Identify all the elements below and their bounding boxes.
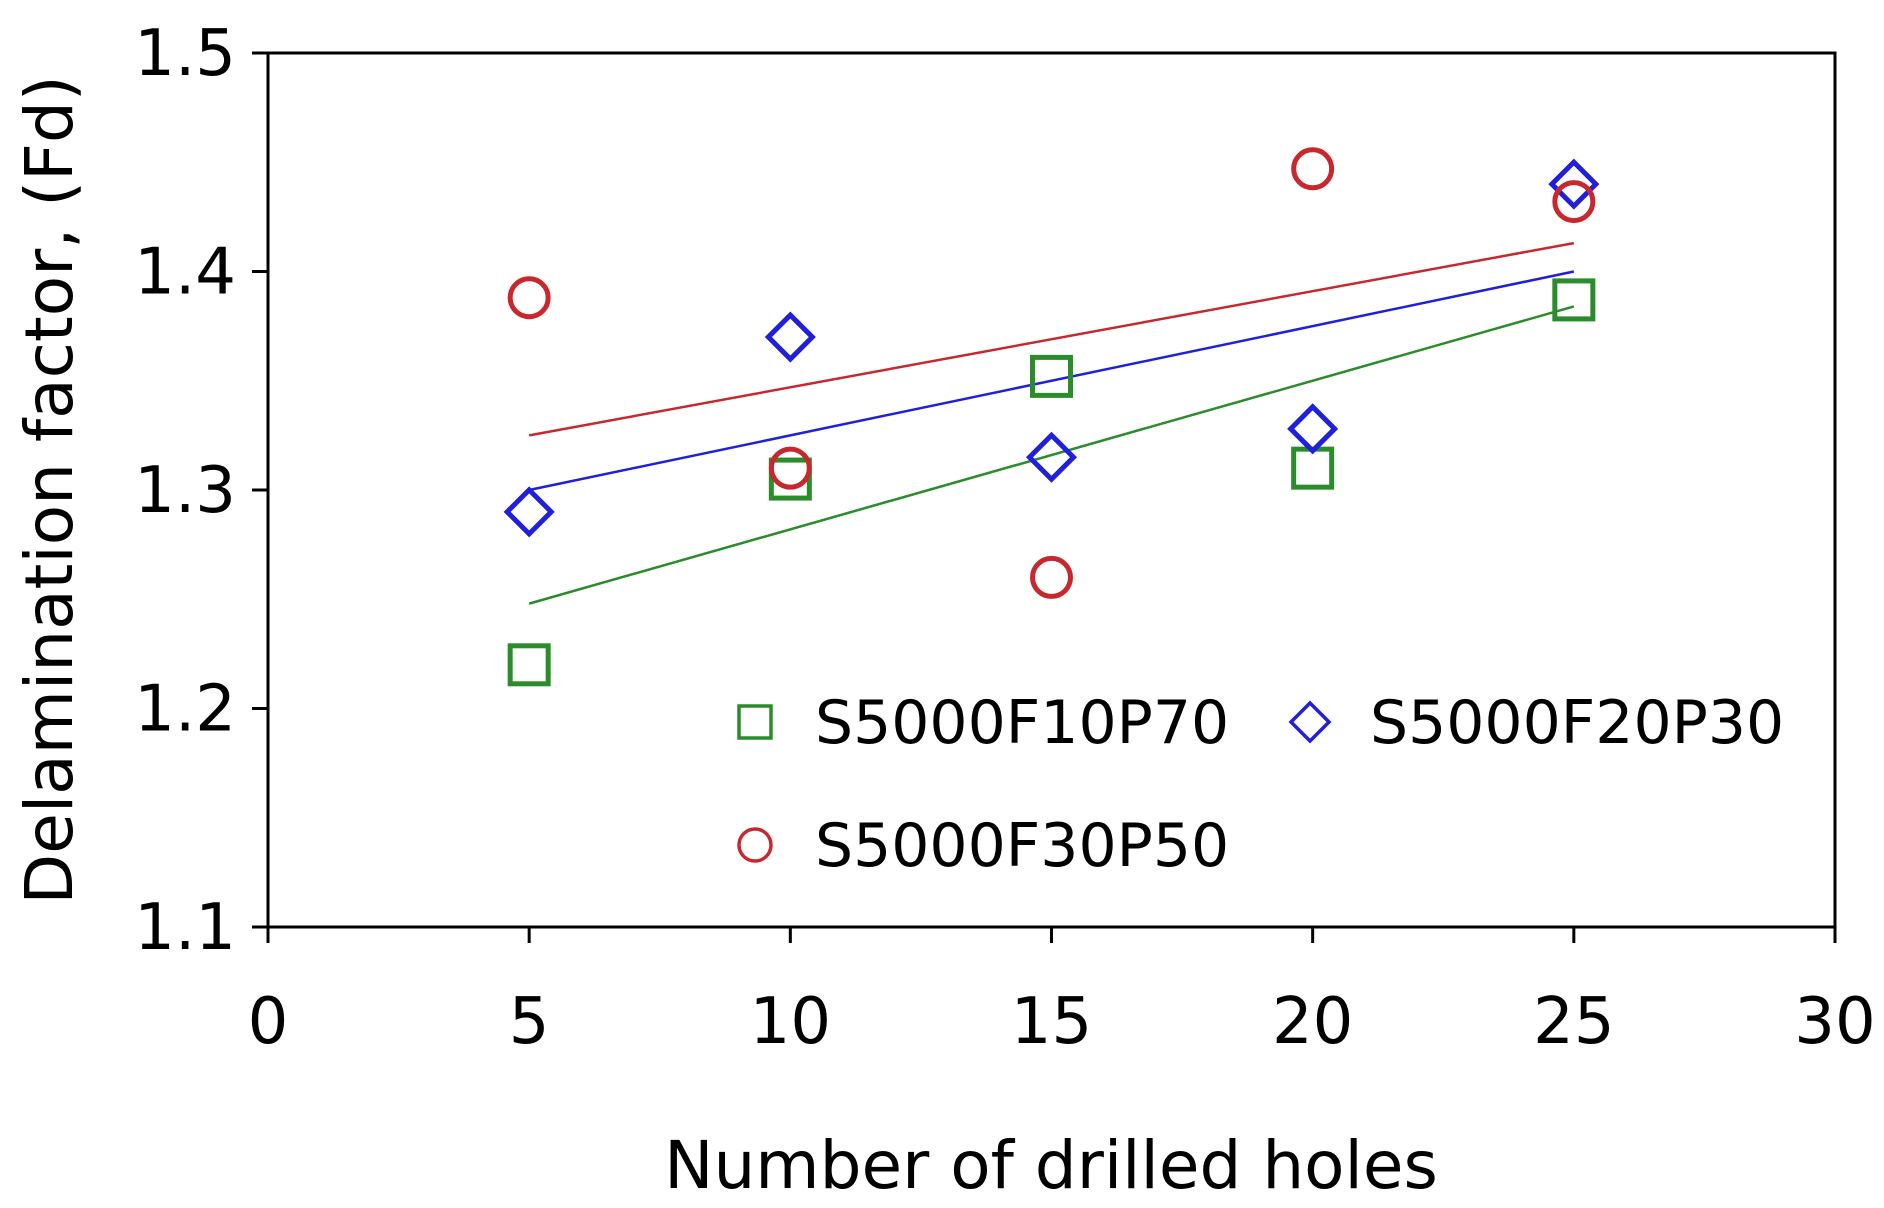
y-axis-title: Delamination factor, (Fd): [11, 75, 88, 904]
legend-label: S5000F30P50: [815, 811, 1229, 881]
data-point-S5000F20P30: [503, 486, 555, 538]
legend-marker-S5000F20P30: [1288, 700, 1332, 744]
trendline-S5000F10P70: [528, 305, 1575, 605]
x-tick-label: 0: [248, 985, 289, 1059]
data-point-S5000F20P30: [764, 311, 816, 363]
data-point-S5000F30P50: [507, 276, 551, 320]
data-point-S5000F10P70: [768, 457, 812, 501]
y-tick-label: 1.3: [134, 454, 236, 528]
y-axis-ticks: 1.1 1.2 1.3 1.4 1.5: [134, 17, 268, 965]
data-point-S5000F10P70: [1030, 354, 1073, 398]
x-tick-label: 15: [1011, 985, 1092, 1059]
data-point-S5000F30P50: [1030, 555, 1073, 599]
data-point-S5000F10P70: [1552, 278, 1596, 322]
data-points: [503, 147, 1600, 687]
trendline-S5000F30P50: [528, 241, 1575, 437]
trendline-S5000F20P30: [528, 270, 1575, 492]
x-tick-label: 20: [1272, 985, 1353, 1059]
legend-label: S5000F10P70: [815, 688, 1229, 758]
x-tick-label: 5: [509, 985, 550, 1059]
x-tick-label: 30: [1794, 985, 1875, 1059]
legend-marker-S5000F30P50: [737, 827, 773, 863]
data-point-S5000F30P50: [1291, 147, 1335, 191]
x-tick-label: 10: [750, 985, 831, 1059]
y-tick-label: 1.5: [134, 17, 236, 91]
data-point-S5000F20P30: [1287, 403, 1339, 455]
x-axis-title: Number of drilled holes: [664, 1127, 1438, 1204]
legend: S5000F10P70 S5000F20P30 S5000F30P50: [737, 688, 1784, 881]
legend-marker-S5000F10P70: [737, 704, 773, 740]
y-tick-label: 1.2: [134, 673, 236, 747]
legend-label: S5000F20P30: [1370, 688, 1784, 758]
data-point-S5000F20P30: [1025, 431, 1078, 483]
data-point-S5000F20P30: [1548, 158, 1600, 210]
x-axis-ticks: 0 5 10 15 20 25 30: [248, 927, 1876, 1059]
data-point-S5000F30P50: [1552, 180, 1596, 224]
x-tick-label: 25: [1533, 985, 1614, 1059]
data-point-S5000F10P70: [507, 643, 551, 687]
data-point-S5000F30P50: [768, 446, 812, 490]
trendlines: [528, 241, 1575, 605]
y-tick-label: 1.4: [134, 236, 236, 310]
y-tick-label: 1.1: [134, 891, 236, 965]
